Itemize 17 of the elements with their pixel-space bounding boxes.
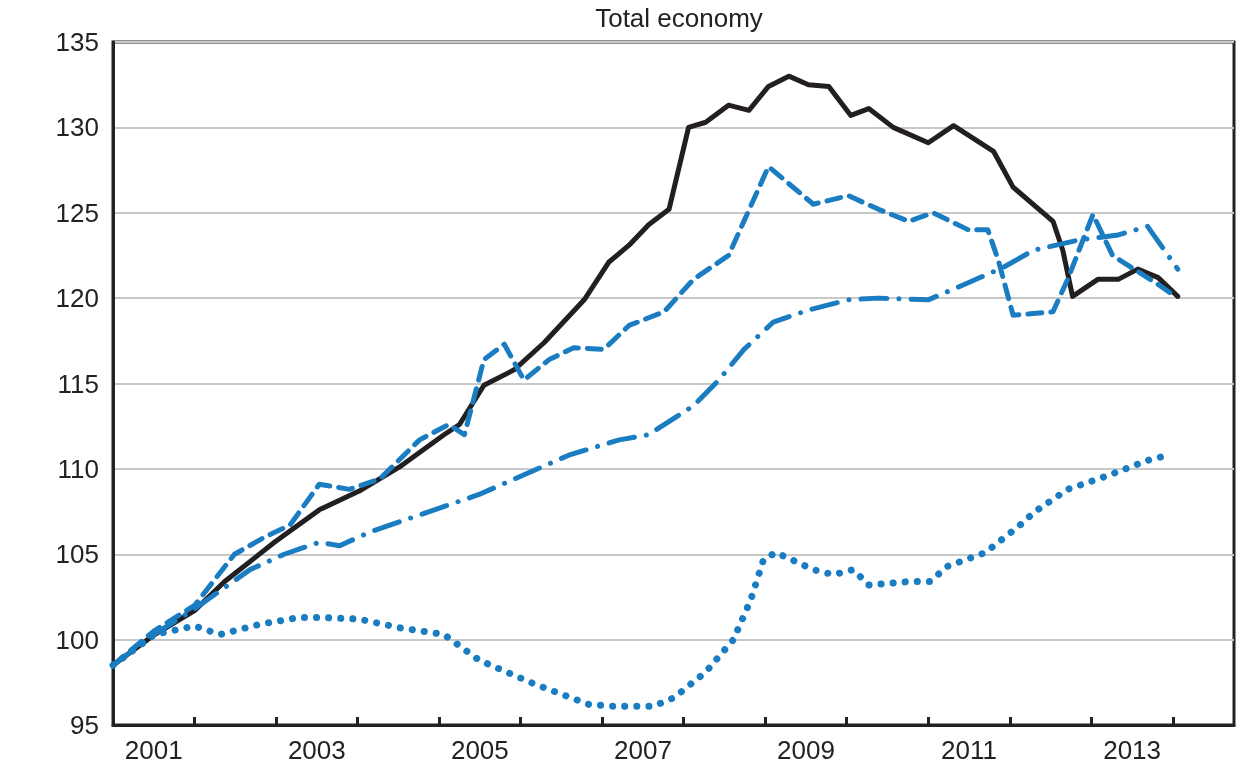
y-tick-label: 100	[55, 624, 99, 655]
chart-title: Total economy	[595, 3, 763, 33]
x-tick-label: 2011	[941, 735, 997, 765]
x-tick-label: 2001	[124, 735, 183, 765]
y-tick-label: 105	[55, 539, 99, 570]
x-tick-label: 2005	[450, 735, 509, 765]
y-tick-label: 130	[55, 112, 99, 143]
y-tick-label: 110	[57, 453, 99, 484]
x-tick-label: 2007	[614, 735, 672, 765]
y-tick-label: 120	[55, 283, 99, 314]
y-tick-label: 115	[57, 368, 99, 399]
x-tick-label: 2003	[287, 735, 346, 765]
x-tick-label: 2013	[1103, 735, 1162, 765]
y-tick-label: 95	[70, 710, 99, 740]
x-tick-label: 2009	[777, 735, 835, 765]
y-tick-label: 125	[55, 197, 99, 228]
y-tick-label: 135	[55, 27, 99, 57]
